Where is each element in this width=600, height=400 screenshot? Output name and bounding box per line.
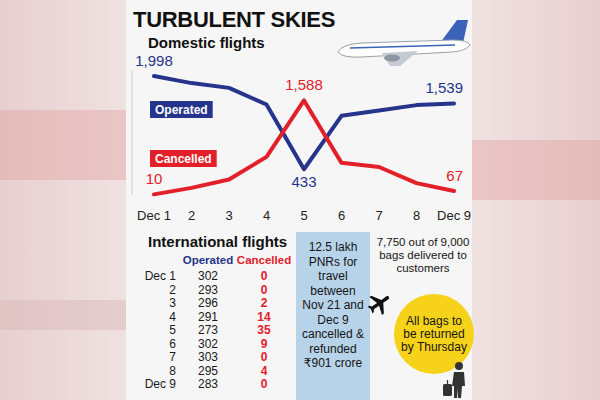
data-label: 1,998 — [135, 52, 173, 69]
bags-note: 7,750 out of 9,000 bags delivered to cus… — [374, 236, 472, 275]
table-row-label: Dec 9 — [145, 377, 177, 391]
panel — [126, 0, 472, 400]
table-row-label: 2 — [169, 283, 176, 297]
series-tag-box — [150, 150, 217, 167]
table-row-label: 7 — [169, 350, 176, 364]
table-row-label: 5 — [169, 323, 176, 337]
plot-area — [154, 76, 454, 194]
data-label: 1,539 — [425, 79, 463, 96]
traveller-body — [452, 372, 465, 398]
x-tick-label: 7 — [375, 208, 382, 223]
table-row-label: 4 — [169, 310, 176, 324]
table-cell: 296 — [198, 296, 218, 310]
text-layer: 12.5 lakh PNRs for travel between Nov 21… — [0, 0, 600, 400]
table-row-label: 3 — [169, 296, 176, 310]
series-line — [154, 76, 454, 169]
table-cell: 0 — [261, 377, 268, 391]
table-cell: 4 — [261, 364, 268, 378]
table-cell: 14 — [257, 310, 271, 324]
series-line — [154, 100, 454, 194]
table-cell: 273 — [198, 323, 218, 337]
data-label: 67 — [446, 167, 463, 184]
table-header: Operated — [183, 254, 234, 266]
data-label: 10 — [146, 170, 163, 187]
suitcase — [443, 384, 452, 396]
table-title: International flights — [148, 233, 287, 250]
callout-note: All bags to be returned by Thursday — [400, 292, 468, 376]
table-cell: 283 — [198, 377, 218, 391]
x-tick-label: 4 — [263, 208, 270, 223]
x-tick-label: 6 — [338, 208, 345, 223]
data-label: 1,588 — [285, 76, 323, 93]
y-axis-line — [132, 70, 133, 195]
table-cell: 0 — [261, 269, 268, 283]
table-cell: 293 — [198, 283, 218, 297]
x-tick-label: Dec 9 — [437, 208, 471, 223]
x-tick-label: 8 — [413, 208, 420, 223]
table-cell: 303 — [198, 350, 218, 364]
x-tick-label: 3 — [225, 208, 232, 223]
pnr-box — [296, 232, 370, 400]
plane-icon — [364, 288, 395, 319]
wing — [382, 51, 418, 66]
series-tag-text: Cancelled — [155, 152, 212, 166]
stage: TURBULENT SKIESDomestic flights1,9984331… — [0, 0, 600, 400]
table-row-label: Dec 1 — [145, 269, 177, 283]
table-cell: 302 — [198, 269, 218, 283]
airliner-illustration — [338, 20, 470, 66]
table-cell: 35 — [257, 323, 271, 337]
fuselage-stripe — [350, 45, 455, 48]
table-cell: 291 — [198, 310, 218, 324]
table-cell: 0 — [261, 350, 268, 364]
table-cell: 9 — [261, 337, 268, 351]
traveller-icon — [443, 362, 465, 398]
callout-circle — [394, 294, 474, 374]
x-tick-label: 2 — [188, 208, 195, 223]
table-cell: 295 — [198, 364, 218, 378]
table-cell: 0 — [261, 283, 268, 297]
engine — [384, 55, 400, 62]
main-title: TURBULENT SKIES — [133, 7, 335, 32]
series-tag: Cancelled — [150, 150, 217, 167]
table-cell: 2 — [261, 296, 268, 310]
x-tick-label: Dec 1 — [137, 208, 171, 223]
table-cell: 302 — [198, 337, 218, 351]
callout-text: All bags to be returned by Thursday — [400, 315, 468, 354]
series-tag: Operated — [150, 101, 213, 118]
table-header: Cancelled — [237, 254, 291, 266]
x-tick-label: 5 — [300, 208, 307, 223]
traveller-head — [455, 362, 463, 370]
suitcase-handle — [447, 380, 448, 384]
bg-blur — [472, 140, 600, 200]
pnr-note: 12.5 lakh PNRs for travel between Nov 21… — [296, 240, 370, 371]
chart-title: Domestic flights — [148, 34, 265, 51]
table-row-label: 6 — [169, 337, 176, 351]
series-tag-box — [150, 101, 213, 118]
table-row-label: 8 — [169, 364, 176, 378]
bg-blur — [0, 300, 126, 330]
bg-blur — [0, 110, 126, 180]
series-tag-text: Operated — [155, 103, 208, 117]
data-label: 433 — [291, 173, 316, 190]
